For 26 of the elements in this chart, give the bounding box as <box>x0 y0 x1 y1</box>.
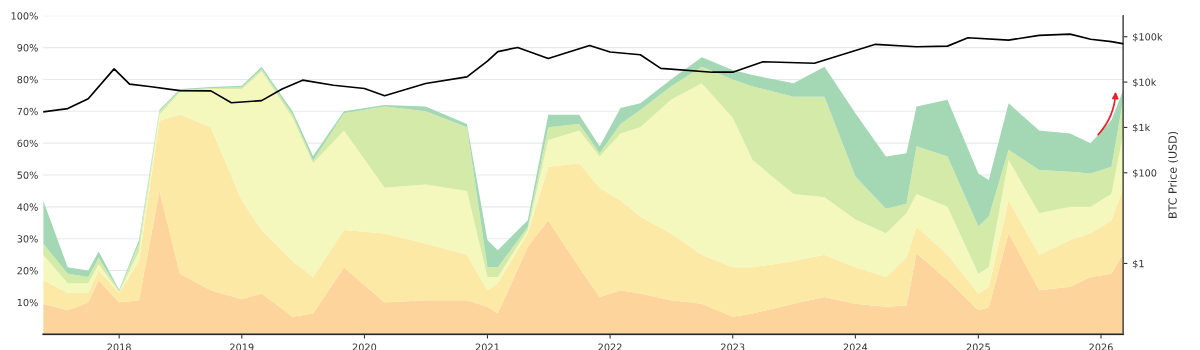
x-tick-label: 2026 <box>1089 343 1113 350</box>
y-tick-label: 50% <box>17 171 38 179</box>
y2-tick-label: $100 <box>1133 169 1157 178</box>
x-tick-label: 2022 <box>598 343 622 350</box>
line-series <box>43 33 1124 113</box>
x-tick-label: 2019 <box>230 343 254 350</box>
y-tick-label: 60% <box>17 139 38 147</box>
x-tick-label: 2021 <box>475 343 499 350</box>
y-tick-label: 70% <box>17 107 38 116</box>
y2-tick-label: $1k <box>1133 123 1151 133</box>
y-tick-label: 10% <box>17 298 38 307</box>
y-tick-label: 90% <box>17 44 38 52</box>
y2-tick-label: $100k <box>1133 33 1163 42</box>
x-tick-label: 2024 <box>843 343 868 350</box>
x-tick-label: 2020 <box>352 343 377 350</box>
y-tick-label: 80% <box>17 75 38 84</box>
y2-axis-title: BTC Price (USD) <box>1168 131 1179 218</box>
y-tick-label: 100% <box>11 12 38 20</box>
x-tick-label: 2023 <box>721 343 745 350</box>
y-tick-label: 20% <box>17 267 38 275</box>
y2-tick-label: $1 <box>1133 259 1144 269</box>
y-tick-label: 30% <box>17 235 38 243</box>
y-tick-label: 40% <box>17 203 38 211</box>
x-tick-label: 2018 <box>107 343 131 350</box>
x-tick-label: 2025 <box>966 343 990 350</box>
y2-tick-label: $10k <box>1133 78 1157 88</box>
